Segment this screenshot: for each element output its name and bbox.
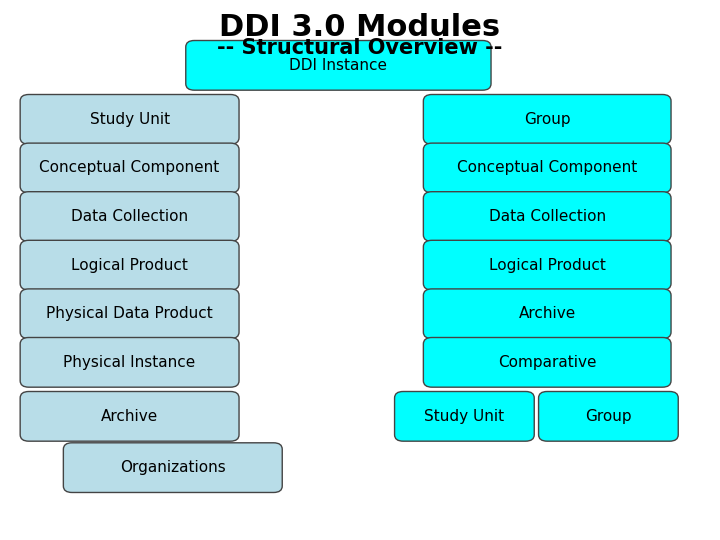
FancyBboxPatch shape <box>20 338 239 387</box>
FancyBboxPatch shape <box>423 143 671 193</box>
Text: Study Unit: Study Unit <box>424 409 505 424</box>
FancyBboxPatch shape <box>20 143 239 193</box>
Text: DDI 3.0 Modules: DDI 3.0 Modules <box>220 14 500 43</box>
Text: Data Collection: Data Collection <box>71 209 188 224</box>
Text: Data Collection: Data Collection <box>489 209 606 224</box>
Text: Group: Group <box>585 409 631 424</box>
Text: DDI Instance: DDI Instance <box>289 58 387 73</box>
FancyBboxPatch shape <box>20 192 239 241</box>
FancyBboxPatch shape <box>395 392 534 441</box>
Text: Group: Group <box>524 112 570 127</box>
FancyBboxPatch shape <box>423 94 671 144</box>
Text: Logical Product: Logical Product <box>489 258 606 273</box>
Text: Organizations: Organizations <box>120 460 225 475</box>
Text: -- Structural Overview --: -- Structural Overview -- <box>217 38 503 58</box>
Text: Archive: Archive <box>101 409 158 424</box>
Text: Conceptual Component: Conceptual Component <box>40 160 220 176</box>
FancyBboxPatch shape <box>20 289 239 339</box>
FancyBboxPatch shape <box>423 240 671 290</box>
Text: Conceptual Component: Conceptual Component <box>457 160 637 176</box>
FancyBboxPatch shape <box>423 192 671 241</box>
Text: Study Unit: Study Unit <box>89 112 170 127</box>
FancyBboxPatch shape <box>20 392 239 441</box>
Text: Archive: Archive <box>518 306 576 321</box>
FancyBboxPatch shape <box>423 338 671 387</box>
Text: Physical Data Product: Physical Data Product <box>46 306 213 321</box>
FancyBboxPatch shape <box>20 94 239 144</box>
Text: Physical Instance: Physical Instance <box>63 355 196 370</box>
FancyBboxPatch shape <box>539 392 678 441</box>
FancyBboxPatch shape <box>63 443 282 492</box>
FancyBboxPatch shape <box>423 289 671 339</box>
Text: Comparative: Comparative <box>498 355 596 370</box>
FancyBboxPatch shape <box>20 240 239 290</box>
Text: Logical Product: Logical Product <box>71 258 188 273</box>
FancyBboxPatch shape <box>186 40 491 90</box>
